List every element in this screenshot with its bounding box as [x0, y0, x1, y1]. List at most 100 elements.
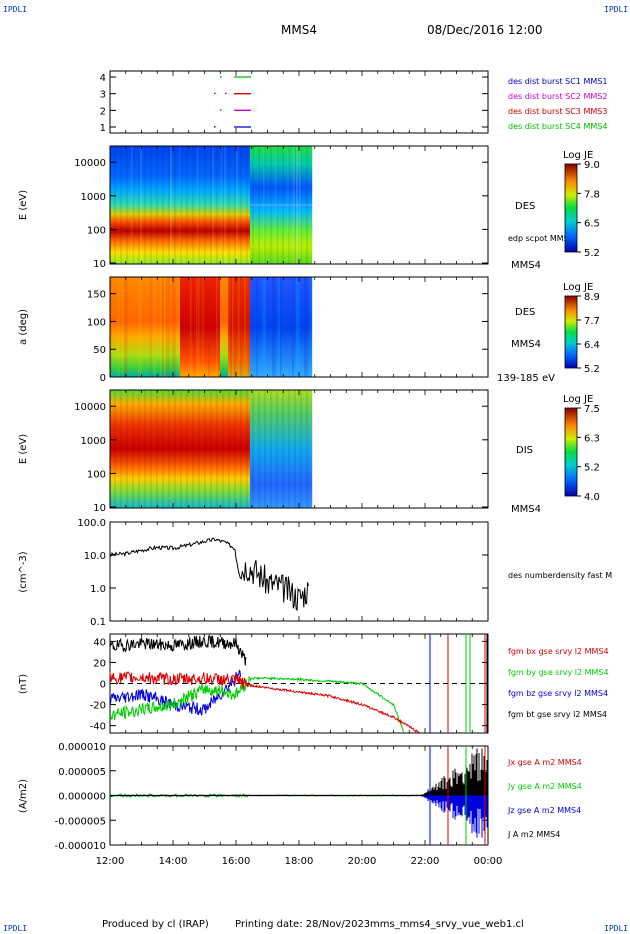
pa-stripe: [240, 277, 242, 377]
burst-legend-2: des dist burst SC2 MMS2: [508, 92, 607, 101]
density-y-tick-label: 10.0: [84, 551, 106, 562]
time-stripe: [224, 146, 226, 264]
dis-energy-ylabel: E (eV): [18, 434, 29, 464]
colorbar-tick-label: 6.5: [584, 219, 600, 230]
dis-energy-colorbar: [564, 407, 578, 497]
burst-dot-4: [220, 76, 222, 78]
colorbar-tick-label: 5.2: [584, 364, 600, 375]
pa-stripe: [232, 277, 234, 377]
des-pa-y-tick-label: 150: [87, 290, 106, 301]
density-series-line: [109, 537, 309, 612]
burst-legend-3: des dist burst SC3 MMS3: [508, 107, 607, 116]
des-pa-hot-band-2: [228, 277, 250, 377]
des-energy-overlay-label: edp scpot MMS4: [508, 234, 574, 243]
pa-stripe: [264, 277, 266, 377]
time-stripe: [212, 146, 214, 264]
burst-dot-3: [225, 92, 227, 95]
des-energy-y-tick-label: 10: [93, 259, 106, 270]
des-pa-y-tick-label: 50: [93, 345, 106, 356]
pa-stripe: [168, 277, 170, 377]
burst-legend-4: des dist burst SC4 MMS4: [508, 122, 607, 131]
bfield-legend-2: fgm by gse srvy l2 MMS4: [508, 668, 609, 677]
burst-dot-1: [214, 126, 216, 128]
x-tick-label: 12:00: [96, 856, 125, 867]
pa-stripe: [304, 277, 306, 377]
colorbar-tick-label: 8.9: [584, 292, 600, 303]
dis-energy-instrument-label: DIS: [516, 445, 533, 456]
bfield-legend-1: fgm bx gse srvy l2 MMS4: [508, 647, 609, 656]
burst-y-tick-label: 4: [100, 73, 106, 84]
pa-stripe: [122, 277, 124, 377]
pa-stripe: [310, 277, 312, 377]
des-pa-y-tick-label: 100: [87, 317, 106, 328]
density-y-tick-label: 1.0: [90, 584, 106, 595]
pa-stripe: [218, 277, 220, 377]
current-legend-4: J A m2 MMS4: [507, 830, 560, 839]
burst-y-tick-label: 2: [100, 106, 106, 117]
pa-stripe: [140, 277, 142, 377]
pa-stripe: [238, 277, 240, 377]
current-y-tick-label: -0.000005: [55, 816, 106, 827]
pa-stripe: [280, 277, 282, 377]
burst-legend-1: des dist burst SC1 MMS1: [508, 77, 607, 86]
density-y-tick-label: 100.0: [77, 518, 106, 529]
x-tick-label: 14:00: [159, 856, 188, 867]
burst-dot-3: [214, 92, 216, 95]
bfield-y-tick-label: 0: [100, 680, 106, 691]
pa-stripe: [126, 277, 128, 377]
pa-stripe: [248, 277, 250, 377]
burst-dot-2: [220, 109, 222, 111]
des-energy-y-tick-label: 10000: [74, 158, 106, 169]
pa-stripe: [150, 277, 152, 377]
des-pa-hot-band: [180, 277, 220, 377]
des-pa-colorbar: [564, 295, 578, 369]
burst-panel-frame: [109, 70, 489, 134]
bfield-line-bt: [109, 634, 247, 666]
des-energy-colorbar: [564, 163, 578, 253]
footer-printing-date: Printing date: 28/Nov/2023: [235, 919, 371, 930]
pa-stripe: [256, 277, 258, 377]
footer-produced-by: Produced by cl (IRAP): [102, 919, 209, 930]
colorbar-tick-label: 7.8: [584, 189, 600, 200]
colorbar-tick-label: 5.2: [584, 248, 600, 259]
density-y-tick-label: 0.1: [90, 617, 106, 628]
bfield-y-tick-label: -40: [90, 722, 106, 733]
des-pa-colorbar-title: Log JE: [563, 282, 593, 293]
pa-stripe: [138, 277, 140, 377]
dis-energy-y-tick-label: 10000: [74, 402, 106, 413]
colorbar-tick-label: 9.0: [584, 160, 600, 171]
current-y-tick-label: 0.000010: [58, 742, 106, 753]
pa-stripe: [118, 277, 120, 377]
pa-stripe: [234, 277, 236, 377]
density-frame: [109, 521, 489, 622]
dis-energy-mms-label: MMS4: [511, 504, 541, 515]
x-tick-label: 22:00: [411, 856, 440, 867]
pa-stripe: [208, 277, 210, 377]
bfield-y-tick-label: 40: [93, 637, 106, 648]
pa-stripe: [164, 277, 166, 377]
time-stripe: [179, 146, 181, 264]
current-ylabel: (A/m2): [18, 779, 29, 813]
pa-stripe: [296, 277, 298, 377]
bfield-line-by: [109, 675, 404, 733]
pa-stripe: [272, 277, 274, 377]
colorbar-tick-label: 4.0: [584, 492, 600, 503]
pa-stripe: [306, 277, 308, 377]
spectrogram-texture: [110, 390, 313, 508]
pa-stripe: [172, 277, 174, 377]
bfield-legend-3: fgm bz gse srvy l2 MMS4: [508, 689, 608, 698]
pa-stripe: [190, 277, 192, 377]
corner-mark-bottom-left: IPDLI: [3, 924, 28, 933]
des-pa-instrument-label: DES: [515, 307, 535, 318]
corner-mark-top-left: IPDLI: [3, 5, 28, 14]
time-stripe: [170, 146, 172, 264]
x-tick-label: 18:00: [285, 856, 314, 867]
des-energy-y-tick-label: 100: [87, 225, 106, 236]
des-energy-instrument-label: DES: [515, 201, 535, 212]
pa-stripe: [262, 277, 264, 377]
burst-y-tick-label: 1: [100, 123, 106, 134]
pa-stripe: [174, 277, 176, 377]
des-pa-late: [250, 277, 313, 377]
pa-stripe: [154, 277, 156, 377]
pa-stripe: [202, 277, 204, 377]
